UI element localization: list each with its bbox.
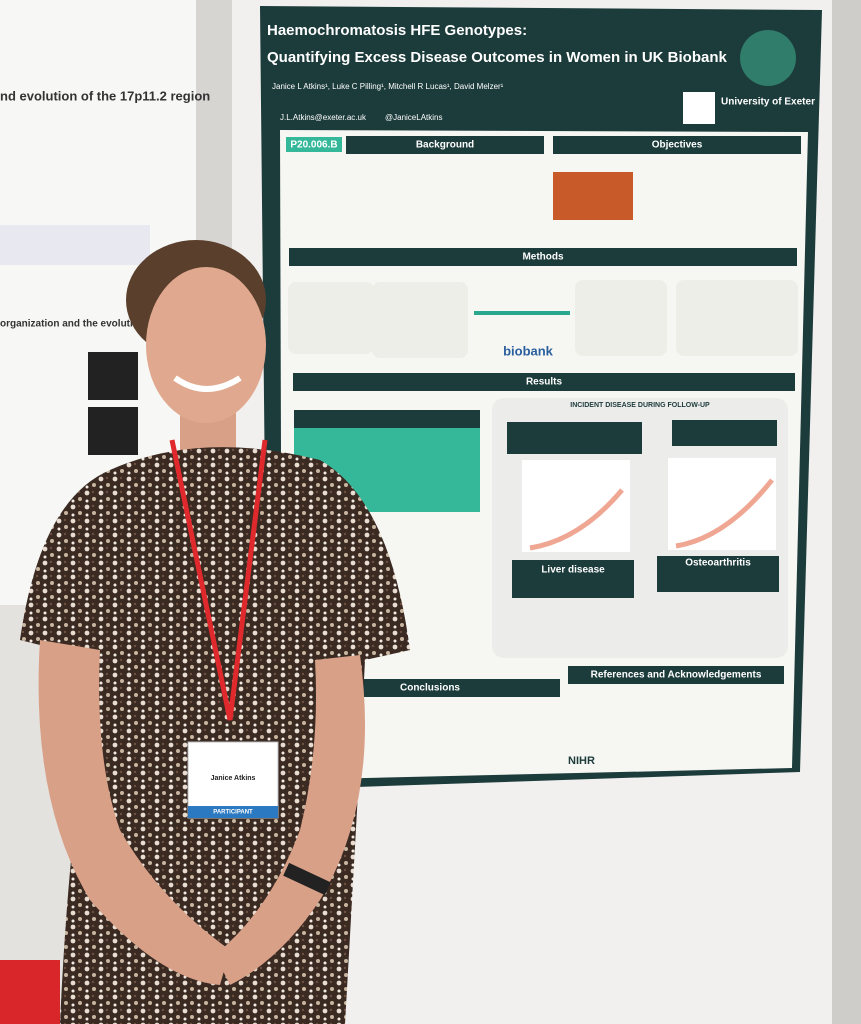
result-box xyxy=(657,556,779,592)
section-bar xyxy=(330,679,560,697)
table-header xyxy=(294,410,480,428)
face xyxy=(146,267,266,423)
method-box xyxy=(372,282,468,358)
km-plot xyxy=(668,458,776,550)
poster-code: P20.006.B xyxy=(290,140,337,151)
section-heading: Objectives xyxy=(652,140,703,151)
section-heading: Background xyxy=(416,140,474,151)
badge xyxy=(187,741,279,819)
section-bar xyxy=(553,136,801,154)
poster-title: Quantifying Excess Disease Outcomes in W… xyxy=(267,49,727,66)
results-heading: INCIDENT DISEASE DURING FOLLOW-UP xyxy=(570,402,710,409)
method-box xyxy=(288,282,374,354)
authors: Janice L Atkins¹, Luke C Pilling¹, Mitch… xyxy=(272,82,504,91)
method-box xyxy=(575,280,667,356)
left-poster-subtitle: organization and the evolution of th xyxy=(0,319,169,330)
section-bar xyxy=(289,248,797,266)
badge-band xyxy=(188,806,278,818)
twitter: @JaniceLAtkins xyxy=(385,113,442,122)
left-poster-title: nd evolution of the 17p11.2 region xyxy=(0,88,210,103)
badge-name: Janice Atkins xyxy=(211,775,256,782)
objective-image xyxy=(553,172,633,220)
institution: University of Exeter xyxy=(721,97,815,108)
result-box xyxy=(512,560,634,598)
badge-role: PARTICIPANT xyxy=(213,810,253,816)
section-heading: References and Acknowledgements xyxy=(591,670,762,681)
email: J.L.Atkins@exeter.ac.uk xyxy=(280,113,367,122)
watch xyxy=(283,862,331,896)
section-heading: Methods xyxy=(522,252,564,263)
result-box xyxy=(507,422,642,454)
method-box xyxy=(676,280,798,356)
lanyard xyxy=(169,439,268,721)
section-bar xyxy=(293,373,795,391)
poster-title: Haemochromatosis HFE Genotypes: xyxy=(267,22,527,39)
board-edge xyxy=(832,0,861,1024)
arm xyxy=(38,640,231,985)
section-heading: Conclusions xyxy=(400,683,460,694)
arm xyxy=(215,655,365,985)
km-plot xyxy=(522,460,630,552)
floor xyxy=(0,960,60,1024)
code-badge xyxy=(286,137,342,152)
nihr-logo: NIHR xyxy=(568,755,595,767)
km-curve xyxy=(675,478,774,549)
km-curve xyxy=(529,488,624,551)
left-figure xyxy=(0,225,150,265)
university-logo xyxy=(740,30,796,86)
qr-code xyxy=(683,92,715,124)
section-heading: Results xyxy=(526,377,563,388)
panel-heading: Osteoarthritis xyxy=(685,558,751,569)
section-bar xyxy=(346,136,544,154)
biobank-logo: biobank xyxy=(503,343,554,358)
panel-heading: Liver disease xyxy=(541,565,605,576)
smile xyxy=(173,375,242,392)
section-bar xyxy=(568,666,784,684)
result-box xyxy=(672,420,777,446)
left-image xyxy=(88,407,138,455)
left-image xyxy=(88,352,138,400)
